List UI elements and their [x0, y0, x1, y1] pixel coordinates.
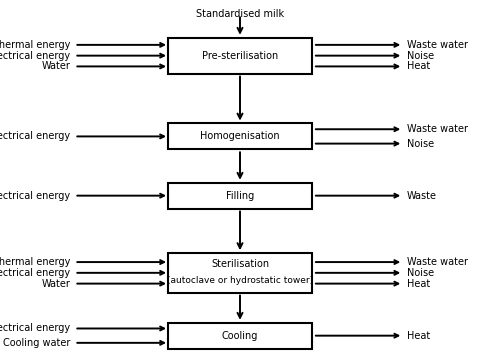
Text: Noise: Noise [407, 51, 434, 61]
Text: Waste: Waste [407, 191, 437, 201]
Bar [168, 123, 312, 149]
Text: Standardised milk: Standardised milk [196, 9, 284, 19]
Text: Electrical energy: Electrical energy [0, 323, 71, 334]
Text: Electrical energy: Electrical energy [0, 268, 71, 278]
Text: Cooling: Cooling [222, 331, 258, 341]
Bar [168, 323, 312, 349]
Text: Heat: Heat [407, 279, 430, 289]
Text: Noise: Noise [407, 139, 434, 149]
Bar [168, 253, 312, 293]
Text: Water: Water [42, 279, 71, 289]
Text: Electrical energy: Electrical energy [0, 51, 71, 61]
Text: Filling: Filling [226, 191, 254, 201]
Text: Heat: Heat [407, 61, 430, 71]
Text: Thermal energy: Thermal energy [0, 257, 71, 267]
Text: Waste water: Waste water [407, 40, 468, 50]
Text: Sterilisation: Sterilisation [211, 259, 269, 269]
Text: Waste water: Waste water [407, 124, 468, 134]
Text: Homogenisation: Homogenisation [200, 131, 280, 141]
Text: Waste water: Waste water [407, 257, 468, 267]
Text: (autoclave or hydrostatic tower): (autoclave or hydrostatic tower) [167, 275, 313, 285]
Text: Water: Water [42, 61, 71, 71]
Bar [168, 183, 312, 209]
Text: Cooling water: Cooling water [3, 338, 71, 348]
Text: Pre-sterilisation: Pre-sterilisation [202, 51, 278, 61]
Text: Thermal energy: Thermal energy [0, 40, 71, 50]
Text: Noise: Noise [407, 268, 434, 278]
Text: Electrical energy: Electrical energy [0, 131, 71, 141]
Text: Heat: Heat [407, 331, 430, 341]
Bar [168, 38, 312, 74]
Text: Electrical energy: Electrical energy [0, 191, 71, 201]
